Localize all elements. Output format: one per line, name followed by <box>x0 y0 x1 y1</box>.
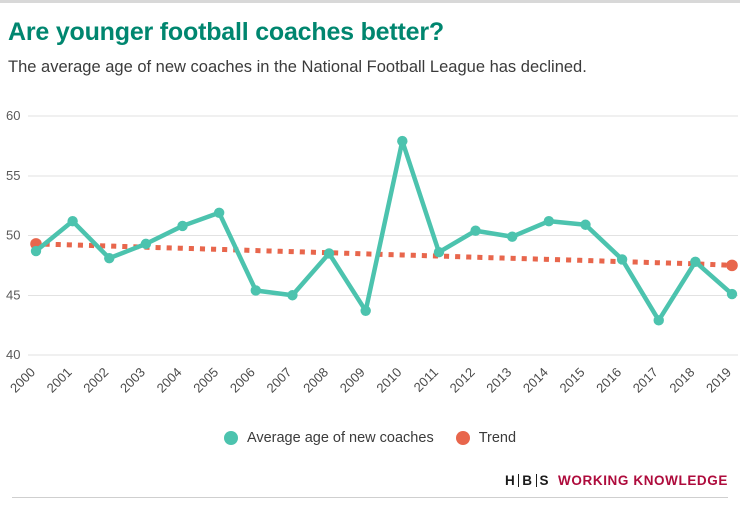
x-axis-tick-label: 2005 <box>190 365 221 396</box>
legend-swatch-icon-trend <box>455 431 470 445</box>
data-point-marker[interactable] <box>690 256 701 267</box>
x-axis-tick-label: 2010 <box>373 365 404 396</box>
x-axis-tick-label: 2008 <box>300 365 331 396</box>
data-point-marker[interactable] <box>653 315 664 326</box>
x-axis-labels: 2000 2001 2002 2003 2004 2005 2006 2007 2008 2009… <box>7 365 734 396</box>
x-axis-tick-label: 2015 <box>557 365 588 396</box>
data-point-marker[interactable] <box>250 285 261 296</box>
legend-item-trend[interactable]: Trend <box>455 430 517 446</box>
x-axis-tick-label: 2001 <box>44 365 75 396</box>
y-axis-tick-label: 40 <box>6 347 20 362</box>
x-axis-tick-label: 2002 <box>80 365 111 396</box>
y-axis-labels: 40 45 50 55 60 <box>6 108 20 362</box>
chart-subtitle: The average age of new coaches in the Na… <box>8 58 587 76</box>
data-point-marker[interactable] <box>580 219 591 230</box>
chart-legend: Average age of new coaches Trend <box>0 430 740 446</box>
data-point-marker[interactable] <box>433 247 445 258</box>
x-axis-tick-label: 2004 <box>154 365 185 396</box>
data-point-marker[interactable] <box>67 215 78 227</box>
x-axis-tick-label: 2007 <box>263 365 294 396</box>
data-point-marker[interactable] <box>360 305 371 316</box>
x-axis-tick-label: 2016 <box>593 365 624 396</box>
legend-swatch-icon-average-age <box>223 431 238 445</box>
data-point-marker[interactable] <box>104 253 115 264</box>
x-axis-tick-label: 2014 <box>520 365 551 396</box>
hbs-letter-b: B <box>522 473 533 488</box>
hbs-letter-s: S <box>539 473 550 488</box>
series-layer <box>30 135 738 326</box>
wordmark-working-knowledge: WORKING KNOWLEDGE <box>558 473 728 488</box>
data-point-marker[interactable] <box>543 215 555 227</box>
x-axis-tick-label: 2009 <box>337 365 368 396</box>
data-point-marker[interactable] <box>726 288 738 300</box>
hbs-letter-h: H <box>505 473 516 488</box>
page-title: Are younger football coaches better? <box>8 18 444 46</box>
hbs-divider-icon-2 <box>535 474 537 487</box>
hbs-working-knowledge-logo: H B S WORKING KNOWLEDGE <box>502 473 728 488</box>
data-point-marker[interactable] <box>616 254 628 265</box>
series-line-average-age <box>33 138 735 323</box>
data-point-marker[interactable] <box>213 207 225 218</box>
y-axis-tick-label: 55 <box>6 168 20 183</box>
bottom-divider <box>12 497 728 498</box>
top-divider <box>0 0 740 3</box>
legend-label-average-age: Average age of new coaches <box>246 430 434 446</box>
data-point-marker[interactable] <box>470 225 481 236</box>
hbs-monogram: H B S <box>502 473 552 488</box>
x-axis-tick-label: 2003 <box>117 365 148 396</box>
x-axis-tick-label: 2013 <box>483 365 514 396</box>
x-axis-tick-label: 2017 <box>630 365 661 396</box>
data-point-marker[interactable] <box>507 231 518 242</box>
data-point-marker[interactable] <box>30 245 42 257</box>
x-axis-tick-label: 2011 <box>411 365 441 395</box>
x-axis-tick-label: 2000 <box>7 365 38 396</box>
data-point-marker[interactable] <box>140 238 152 250</box>
legend-label-trend: Trend <box>478 430 517 446</box>
data-point-marker[interactable] <box>287 290 298 301</box>
x-axis-tick-label: 2018 <box>666 365 697 396</box>
y-axis-tick-label: 45 <box>6 287 20 302</box>
trend-endpoint-marker[interactable] <box>726 259 738 272</box>
x-axis-tick-label: 2012 <box>447 365 478 396</box>
data-point-marker[interactable] <box>323 248 335 259</box>
gridlines-group <box>28 115 738 356</box>
x-axis-tick-label: 2019 <box>703 365 734 396</box>
data-point-marker[interactable] <box>177 220 188 232</box>
data-point-marker[interactable] <box>397 135 408 147</box>
hbs-divider-icon-1 <box>518 474 520 487</box>
y-axis-tick-label: 50 <box>6 228 20 243</box>
legend-item-average-age[interactable]: Average age of new coaches <box>223 430 434 446</box>
y-axis-tick-label: 60 <box>6 108 20 123</box>
x-axis-tick-label: 2006 <box>227 365 258 396</box>
